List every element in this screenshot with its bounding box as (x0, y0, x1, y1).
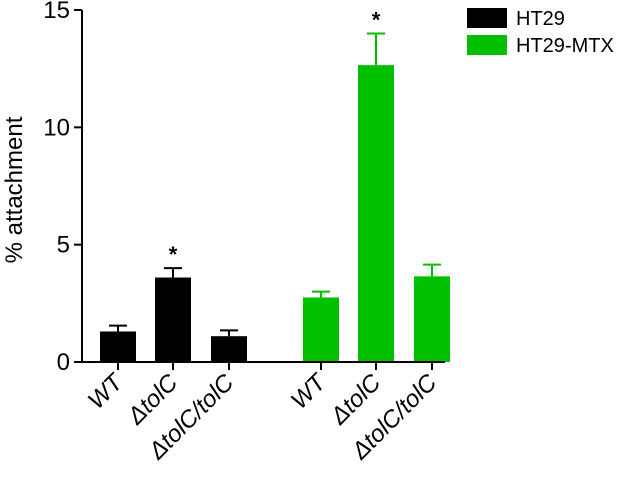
legend: HT29 HT29-MTX (467, 8, 614, 57)
legend-label: HT29 (516, 8, 565, 30)
y-axis: 0 5 10 15 (43, 0, 83, 376)
bar (358, 65, 394, 362)
bar (303, 297, 339, 362)
y-tick-label: 15 (43, 0, 70, 24)
bar (155, 277, 191, 362)
y-tick-label: 10 (43, 114, 70, 141)
significance-marker: * (372, 7, 381, 32)
x-tick-label: WT (286, 367, 333, 414)
y-axis-title: % attachment (1, 116, 28, 263)
y-tick-label: 0 (57, 349, 70, 376)
legend-swatch (467, 35, 507, 55)
legend-swatch (467, 8, 507, 28)
legend-label: HT29-MTX (516, 35, 614, 57)
bar (414, 276, 450, 362)
significance-marker: * (169, 242, 178, 267)
bar (211, 336, 247, 362)
x-tick-label: WT (83, 367, 130, 414)
bar (100, 331, 136, 362)
y-tick-label: 5 (57, 232, 70, 259)
bars: ** (100, 7, 450, 362)
